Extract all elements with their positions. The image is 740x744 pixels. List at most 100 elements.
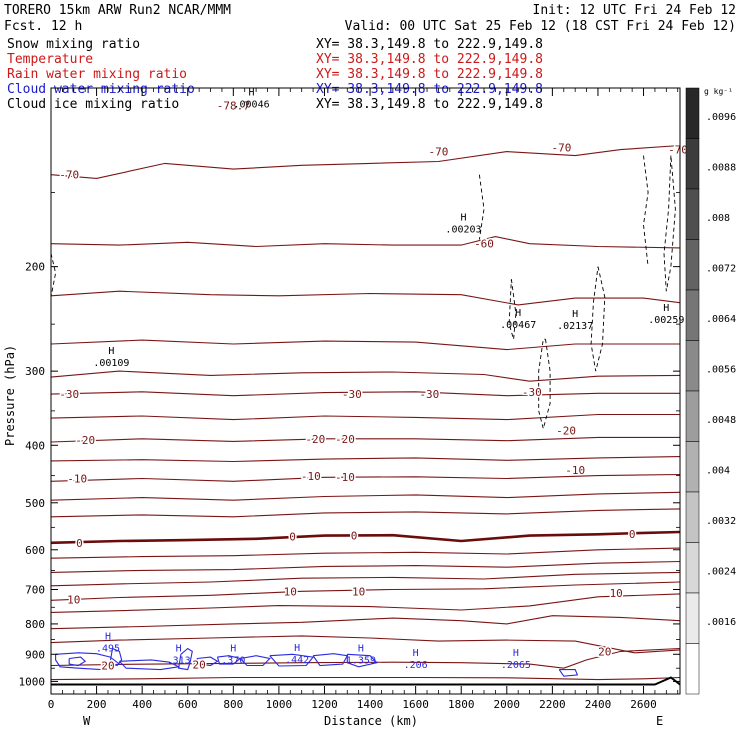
plot-frame [50,87,681,695]
x-axis-west-label: W [83,714,91,728]
header-model: TORERO 15km ARW Run2 NCAR/MMM [4,3,231,18]
cloud-water-contour [196,656,219,667]
y-tick-label: 700 [25,584,45,597]
colorbar-tick-label: .0072 [706,263,736,274]
isotherm-label: -10 [67,472,87,485]
y-tick-label: 600 [25,544,45,557]
header-fcst: Fcst. 12 h [4,19,82,34]
isotherm-label: -60 [474,238,494,251]
isotherm-label: -20 [75,434,95,447]
isotherm-label: 10 [284,585,297,598]
snow-contour [508,279,517,340]
isotherm-line [51,547,680,559]
isotherm-line [51,290,680,306]
colorbar-tick-label: .004 [706,465,730,476]
colorbar-segment [685,643,700,695]
isotherm-line [51,581,680,601]
isotherm-line [51,436,680,443]
y-tick-label: 500 [25,497,45,510]
isotherm-label: -30 [342,388,362,401]
isotherm-label: -70 [668,144,688,157]
isotherm-label: -20 [305,433,325,446]
maximum-marker-h: H [572,309,578,320]
maximum-value-label: .442 [285,655,309,666]
x-tick-label: 2600 [630,698,657,711]
isotherm-label: -20 [556,425,576,438]
y-tick-label: 800 [25,618,45,631]
x-axis-east-label: E [656,714,663,728]
isotherm-label: -10 [565,464,585,477]
plot-contents [51,144,680,686]
colorbar-segment [685,87,700,139]
isotherm-line [51,370,680,382]
snow-contour [663,155,676,292]
x-tick-label: 1000 [266,698,293,711]
isotherm-label: 0 [289,531,296,544]
x-tick-label: 1600 [402,698,429,711]
legend-field-xy: XY= 38.3,149.8 to 222.9,149.8 [316,82,543,97]
x-tick-label: 0 [48,698,55,711]
isotherm-label: 0 [351,530,358,543]
colorbar-segment [685,138,700,190]
snow-contour [590,266,606,372]
snow-contour [538,338,551,431]
x-tick-label: 600 [178,698,198,711]
x-tick-label: 2400 [585,698,612,711]
maximum-marker-h: H [358,643,364,654]
isotherm-label: -30 [522,386,542,399]
isotherm-line [51,676,680,681]
isotherm-line [51,236,680,249]
y-tick-label: 400 [25,439,45,452]
maximum-marker-h: H [230,643,236,654]
maximum-marker-h: H [663,303,669,314]
x-tick-label: 2200 [539,698,566,711]
header-valid: Valid: 00 UTC Sat 25 Feb 12 (18 CST Fri … [345,19,736,34]
colorbar-tick-label: .0016 [706,617,736,628]
colorbar-segment [685,239,700,291]
legend-field-name: Rain water mixing ratio [7,67,187,82]
maximum-value-label: 1.359 [346,655,376,666]
maximum-value-label: .370 [221,655,245,666]
isotherm-line [51,339,680,351]
isotherm-line [51,473,680,482]
maximum-value-label: .313 [167,656,191,667]
header: TORERO 15km ARW Run2 NCAR/MMM Fcst. 12 h… [4,3,736,34]
cloud-water-contour [239,655,271,667]
maximum-marker-h: H [515,308,521,319]
snow-contour [643,155,649,267]
colorbar-segment [685,340,700,392]
cloud-water-contour [68,656,87,667]
header-init: Init: 12 UTC Fri 24 Feb 12 [533,3,737,18]
colorbar-tick-label: .008 [706,213,730,224]
legend-field-xy: XY= 38.3,149.8 to 222.9,149.8 [316,37,543,52]
isotherm-line [51,391,680,397]
maximum-value-label: .00109 [93,358,129,369]
colorbar-tick-label: .0056 [706,364,736,375]
isotherm-line [51,491,680,501]
colorbar-tick-label: .0048 [706,415,736,426]
isotherm-line [51,560,680,573]
isotherm-line [51,635,680,654]
isotherm-label: -70 [552,142,572,155]
isotherm-label: -70 [428,146,448,159]
maximum-marker-h: H [105,631,111,642]
maximum-value-label: .00467 [500,320,536,331]
colorbar-tick-label: .0024 [706,566,736,577]
field-legend: Snow mixing ratio XY= 38.3,149.8 to 222.9… [7,37,543,112]
colorbar-segment [685,592,700,644]
colorbar-segment [685,188,700,240]
x-axis-title: Distance (km) [324,714,418,728]
isotherm-line [51,530,680,545]
isotherm-line [51,647,680,669]
colorbar-segment [685,542,700,594]
isotherm-line [51,571,680,587]
colorbar-tick-label: .0088 [706,162,736,173]
isotherm-label: -30 [59,388,79,401]
maximum-marker-h: H [176,644,182,655]
isotherm-label: -10 [301,470,321,483]
isotherm-label: 10 [67,594,80,607]
colorbar: .0096 .0088 .008 .0072 .0064 .0056 .0048 .004 .0… [685,87,736,695]
y-tick-label: 900 [25,648,45,661]
